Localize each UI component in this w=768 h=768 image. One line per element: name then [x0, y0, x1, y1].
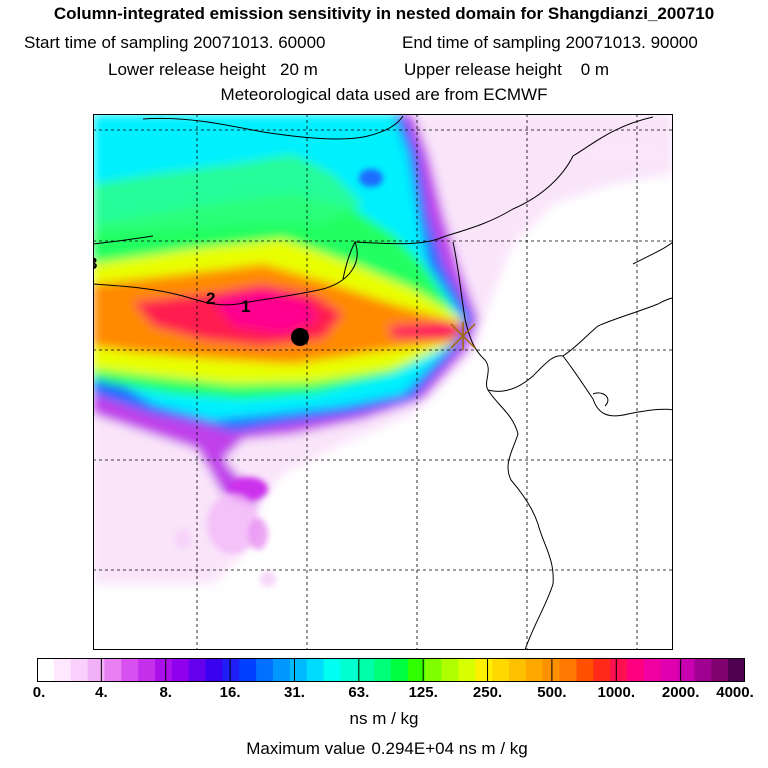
- end-time-label: End time of sampling: [402, 33, 561, 52]
- colorbar-cell: [121, 658, 139, 682]
- colorbar-tick-label: 500.: [537, 684, 567, 701]
- colorbar-cell: [711, 658, 729, 682]
- colorbar-cell: [728, 658, 745, 682]
- colorbar-cell: [273, 658, 291, 682]
- figure-title: Column-integrated emission sensitivity i…: [53, 4, 715, 23]
- end-time-text: End time of sampling 20071013. 90000: [402, 33, 698, 53]
- colorbar-cell: [576, 658, 594, 682]
- start-time-label: Start time of sampling: [24, 33, 189, 52]
- colorbar-cell: [458, 658, 476, 682]
- colorbar-cell: [155, 658, 173, 682]
- colorbar-cell: [627, 658, 645, 682]
- meteorological-data-text: Meteorological data used are from ECMWF: [220, 85, 548, 104]
- colorbar-cell: [391, 658, 409, 682]
- colorbar-tick-label: 4000.: [716, 684, 754, 701]
- start-time-value: 20071013. 60000: [193, 33, 326, 52]
- lower-height-label: Lower release height: [108, 60, 266, 79]
- upper-height-text: Upper release height 0 m: [404, 60, 609, 80]
- lat-lon-grid: [93, 114, 673, 650]
- sensitivity-field: [93, 114, 673, 584]
- colorbar-cell: [660, 658, 679, 682]
- colorbar: [37, 658, 745, 682]
- colorbar-cell: [222, 658, 240, 682]
- colorbar-cell: [424, 658, 443, 682]
- colorbar-cell: [559, 658, 578, 682]
- lower-height-value: 20 m: [280, 60, 318, 79]
- release-site-marker: [291, 328, 309, 346]
- emission-sensitivity-map: 1 2 3: [93, 114, 673, 650]
- colorbar-cell: [509, 658, 527, 682]
- colorbar-cell: [593, 658, 611, 682]
- colorbar-tick-label: 250.: [472, 684, 503, 701]
- colorbar-cell: [205, 658, 224, 682]
- end-time-value: 20071013. 90000: [565, 33, 698, 52]
- colorbar-cell: [37, 658, 55, 682]
- trajectory-label-3: 3: [93, 254, 97, 273]
- colorbar-tick-label: 63.: [348, 684, 370, 701]
- maximum-marker: [450, 322, 476, 350]
- colorbar-cell: [441, 658, 460, 682]
- upper-height-value: 0 m: [580, 60, 610, 79]
- trajectory-label-1: 1: [241, 297, 250, 316]
- colorbar-cell: [677, 658, 696, 682]
- colorbar-cell: [643, 658, 662, 682]
- colorbar-cell: [256, 658, 274, 682]
- upper-height-label: Upper release height: [404, 60, 562, 79]
- colorbar-tick-label: 4.: [95, 684, 108, 701]
- colorbar-cell: [239, 658, 257, 682]
- colorbar-cell: [53, 658, 72, 682]
- colorbar-cell: [87, 658, 106, 682]
- colorbar-units: ns m / kg: [349, 709, 419, 728]
- start-time-text: Start time of sampling 20071013. 60000: [24, 33, 326, 53]
- colorbar-cell: [407, 658, 426, 682]
- colorbar-cell: [289, 658, 308, 682]
- southern-plume: [175, 144, 668, 587]
- colorbar-cell: [525, 658, 544, 682]
- colorbar-tick-label: 8.: [159, 684, 172, 701]
- colorbar-tick-label: 125.: [408, 684, 438, 701]
- colorbar-tick-label: 31.: [284, 684, 305, 701]
- colorbar-cell: [357, 658, 375, 682]
- maximum-value-label: Maximum value: [246, 739, 366, 758]
- colorbar-cell: [323, 658, 342, 682]
- colorbar-cell: [340, 658, 358, 682]
- colorbar-cell: [188, 658, 207, 682]
- colorbar-tick-label: 0.: [32, 684, 46, 701]
- colorbar-cell: [306, 658, 325, 682]
- colorbar-cell: [475, 658, 493, 682]
- maximum-value-text: Maximum value 0.294E+04 ns m / kg: [0, 739, 768, 759]
- colorbar-cell: [70, 658, 89, 682]
- colorbar-cell: [104, 658, 122, 682]
- colorbar-cell: [138, 658, 156, 682]
- colorbar-tick-label: 1000.: [597, 684, 636, 701]
- colorbar-tick-label: 16.: [219, 684, 241, 701]
- colorbar-tick-label: 2000.: [661, 684, 700, 701]
- colorbar-cell: [171, 658, 190, 682]
- trajectory-label-2: 2: [206, 289, 215, 308]
- colorbar-cell: [694, 658, 712, 682]
- colorbar-cell: [492, 658, 510, 682]
- lower-height-text: Lower release height 20 m: [108, 60, 318, 80]
- colorbar-cell: [374, 658, 392, 682]
- maximum-value: 0.294E+04 ns m / kg: [371, 739, 528, 758]
- coastlines: [93, 115, 673, 650]
- colorbar-cell: [610, 658, 628, 682]
